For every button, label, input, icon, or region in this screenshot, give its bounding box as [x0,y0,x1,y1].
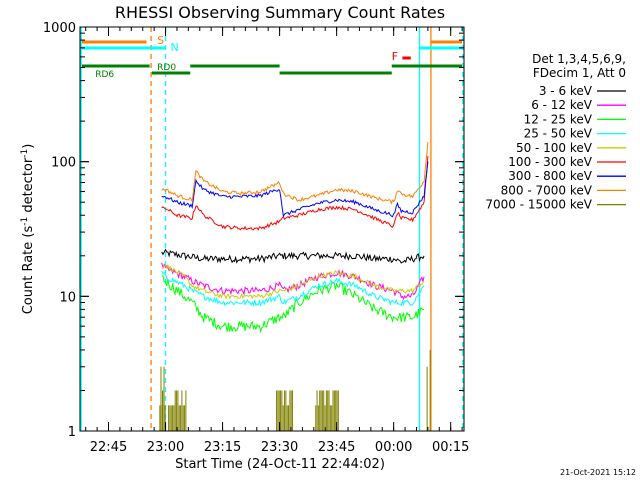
y-axis-label-end: ) [21,144,36,149]
x-tick-label: 22:45 [90,440,127,455]
legend-entry-label: 7000 - 15000 keV [485,198,592,212]
legend-entry-label: 6 - 12 keV [531,98,593,112]
plot-area: SN F RD6 RD0 [80,27,464,431]
y-tick-label: 10 [59,290,76,305]
y-axis-label-sup2: -1 [20,149,30,158]
legend-entry-label: 50 - 100 keV [516,141,593,155]
legend-header-line-1: Det 1,3,4,5,6,9, [532,52,626,66]
y-axis-label-mid: detector [21,157,36,217]
series-line-7 [161,141,429,205]
flare-label: F [392,50,398,63]
y-tick-label: 1000 [43,21,76,36]
rd0-label: RD0 [157,63,176,73]
y-axis-label: Count Rate (s-1 detector-1) [20,144,36,315]
night-label: N [170,41,178,54]
legend-entry-label: 25 - 50 keV [524,127,593,141]
y-axis-label-sup1: -1 [20,217,30,226]
y-tick-label: 1 [68,425,76,440]
legend: Det 1,3,4,5,6,9, FDecim 1, Att 0 3 - 6 k… [485,52,626,212]
legend-entry-label: 300 - 800 keV [508,169,592,183]
x-tick-label: 23:00 [147,440,184,455]
x-tick-label: 23:45 [318,440,355,455]
legend-header-line-2: FDecim 1, Att 0 [533,66,626,80]
saa-label: S [157,34,164,47]
legend-entry-label: 3 - 6 keV [539,84,593,98]
x-axis-ticks: 22:45 23:00 23:15 23:30 23:45 00:00 00:15 [85,27,469,455]
x-axis-label: Start Time (24-Oct-11 22:44:02) [175,457,385,472]
rd6-label: RD6 [95,70,114,80]
plot-frame [79,26,465,432]
axes [79,26,465,432]
series-line-2 [161,275,425,334]
y-axis-label-main: Count Rate (s [21,226,36,315]
y-axis-ticks: 1 10 100 1000 [43,21,464,440]
x-tick-label: 00:00 [375,440,412,455]
footer-date: 21-Oct-2021 15:12 [560,468,636,477]
series-line-4 [161,263,425,300]
legend-entry-label: 100 - 300 keV [508,155,592,169]
series-line-6 [161,161,429,218]
legend-entry-label: 800 - 7000 keV [501,183,593,197]
x-tick-label: 23:30 [261,440,298,455]
chart-title: RHESSI Observing Summary Count Rates [115,3,445,22]
series-line-0 [161,248,425,265]
series-line-3 [161,270,425,307]
legend-entry-label: 12 - 25 keV [524,112,593,126]
y-tick-label: 100 [51,156,76,171]
x-tick-label: 23:15 [204,440,241,455]
series-line-5 [161,156,429,231]
x-tick-label: 00:15 [432,440,469,455]
